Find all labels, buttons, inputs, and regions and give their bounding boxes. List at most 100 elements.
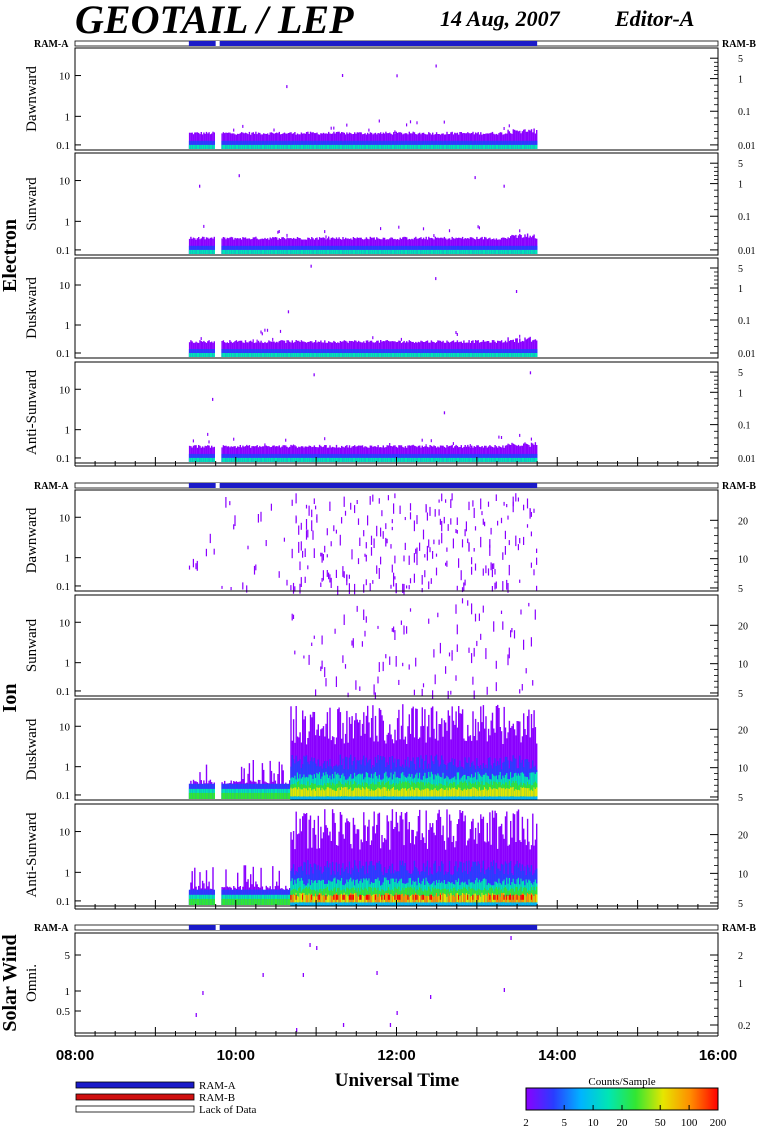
y-tick-label: 10 bbox=[59, 384, 71, 396]
panel-label: Sunward bbox=[24, 177, 40, 231]
spectrum-column bbox=[493, 144, 495, 149]
spectrum-column bbox=[204, 792, 206, 799]
spectrum-speck bbox=[295, 493, 297, 504]
spectrum-column bbox=[339, 754, 342, 799]
spectrum-column bbox=[283, 340, 286, 357]
spectrum-column bbox=[458, 706, 460, 799]
spectrum-column bbox=[399, 790, 401, 798]
spectrum-column bbox=[511, 457, 513, 462]
spectrum-column bbox=[291, 353, 293, 357]
spectrum-speck bbox=[278, 230, 280, 233]
spectrum-speck bbox=[409, 608, 412, 612]
spectrum-column bbox=[359, 719, 361, 799]
spectrum-column bbox=[277, 353, 279, 357]
spectrum-column bbox=[455, 711, 457, 799]
spectrum-column bbox=[229, 457, 231, 462]
spectrum-column bbox=[465, 796, 468, 800]
spectrum-column bbox=[428, 132, 430, 149]
spectrum-column bbox=[239, 445, 241, 462]
spectrum-column bbox=[497, 144, 499, 149]
right-tick-label: 0.1 bbox=[738, 212, 751, 223]
spectrum-column bbox=[447, 249, 449, 254]
spectrum-column bbox=[360, 457, 362, 462]
spectrum-column bbox=[513, 353, 516, 357]
spectrum-column bbox=[213, 457, 215, 462]
spectrum-speck bbox=[299, 583, 301, 594]
spectrum-column bbox=[330, 796, 332, 800]
spectrum-speck bbox=[456, 517, 458, 525]
panel-frame bbox=[74, 594, 719, 697]
spectrum-column bbox=[390, 237, 392, 254]
spectrum-column bbox=[377, 144, 379, 149]
spectrum-column bbox=[476, 796, 478, 800]
spectrum-column bbox=[276, 237, 278, 254]
spectrum-column bbox=[250, 249, 252, 254]
spectrum-speck bbox=[533, 508, 535, 513]
spectrum-column bbox=[222, 340, 225, 357]
spectrum-speck bbox=[495, 660, 497, 669]
spectrum-column bbox=[230, 236, 232, 254]
spectrum-column bbox=[290, 132, 292, 149]
spectrum-column bbox=[455, 457, 457, 462]
spectrum-column bbox=[335, 249, 338, 254]
spectrum-column bbox=[383, 787, 386, 797]
spectrum-column bbox=[443, 353, 446, 357]
spectrum-column bbox=[257, 792, 260, 799]
spectrum-column bbox=[331, 457, 334, 462]
spectrum-column bbox=[265, 457, 267, 462]
spectrum-speck bbox=[526, 524, 529, 528]
spectrum-column bbox=[445, 722, 447, 799]
ram-a-label: RAM-A bbox=[34, 923, 69, 934]
spectrum-column bbox=[326, 787, 329, 797]
spectrum-column bbox=[477, 781, 479, 799]
spectrum-column bbox=[224, 249, 226, 254]
spectrum-speck bbox=[374, 692, 376, 701]
spectrum-column bbox=[512, 457, 514, 462]
spectrum-speck bbox=[200, 337, 202, 341]
spectrum-column bbox=[359, 132, 361, 149]
spectrum-column bbox=[346, 796, 348, 800]
y-tick-label: 0.1 bbox=[56, 581, 70, 593]
spectrum-column bbox=[434, 796, 436, 800]
spectrum-column bbox=[256, 445, 258, 462]
spectrum-column bbox=[529, 130, 531, 149]
spectrum-column bbox=[365, 340, 368, 357]
spectrum-column bbox=[264, 144, 266, 149]
spectrum-column bbox=[400, 788, 403, 797]
spectrum-column bbox=[511, 340, 513, 357]
spectrum-column bbox=[480, 353, 482, 357]
spectrum-column bbox=[269, 132, 271, 149]
spectrum-column bbox=[370, 353, 373, 357]
spectrum-speck bbox=[443, 411, 446, 415]
spectrum-column bbox=[424, 457, 426, 462]
spectrum-speck bbox=[320, 666, 322, 672]
spectrum-speck bbox=[450, 518, 452, 525]
spectrum-column bbox=[485, 716, 487, 799]
spectrum-column bbox=[347, 789, 349, 797]
spectrum-column bbox=[256, 144, 258, 149]
spectrum-column bbox=[487, 249, 490, 254]
spectrum-column bbox=[502, 144, 504, 149]
spectrum-column bbox=[530, 129, 533, 149]
spectrum-column bbox=[312, 796, 314, 800]
spectrum-column bbox=[448, 457, 451, 462]
spectrum-column bbox=[243, 768, 245, 799]
spectrum-column bbox=[529, 336, 531, 357]
spectrum-column bbox=[348, 789, 351, 797]
spectrum-column bbox=[447, 796, 449, 800]
spectrum-column bbox=[499, 353, 501, 357]
spectrum-column bbox=[244, 249, 247, 254]
spectrum-column bbox=[452, 353, 455, 357]
spectrum-column bbox=[451, 144, 453, 149]
spectrum-column bbox=[430, 796, 433, 800]
spectrum-speck bbox=[381, 510, 383, 517]
spectrum-column bbox=[338, 144, 340, 149]
spectrum-column bbox=[485, 144, 487, 149]
spectrum-column bbox=[302, 457, 304, 462]
spectrum-column bbox=[512, 144, 514, 149]
spectrum-speck bbox=[512, 501, 514, 513]
spectrum-column bbox=[272, 237, 274, 254]
spectrum-column bbox=[300, 340, 303, 357]
spectrum-column bbox=[320, 249, 322, 254]
